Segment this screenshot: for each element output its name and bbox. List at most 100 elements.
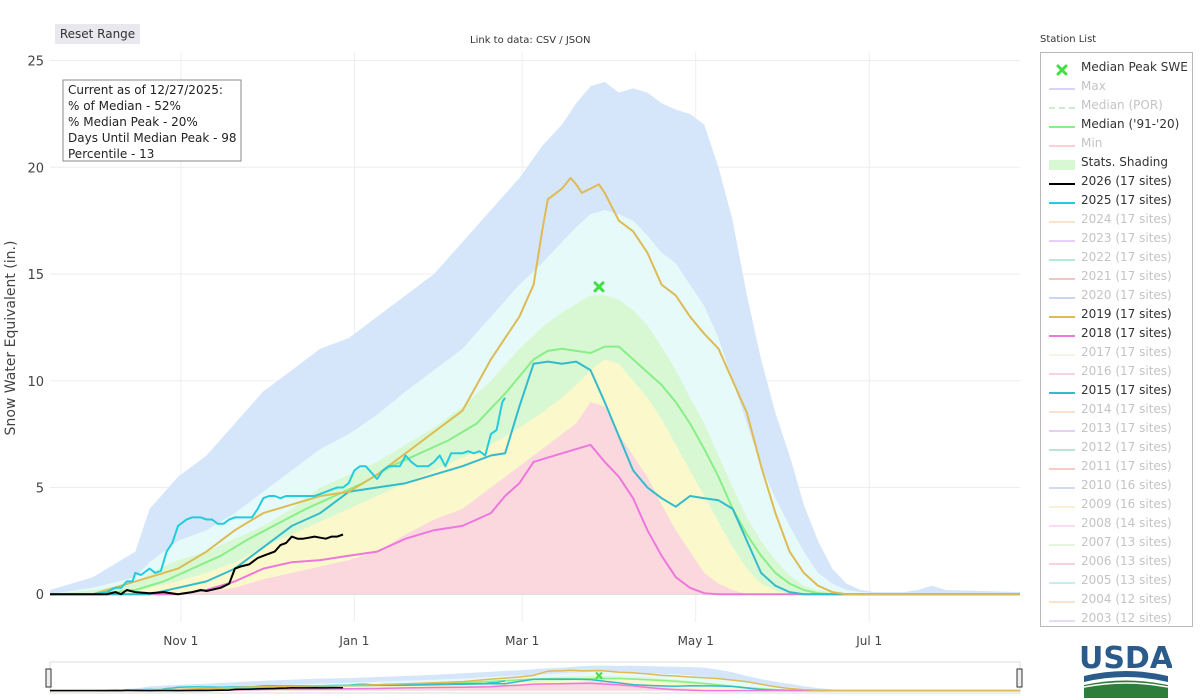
legend-item[interactable]: 2007 (13 sites) — [1049, 532, 1189, 551]
legend-item[interactable]: 2014 (17 sites) — [1049, 399, 1189, 418]
line-swatch-icon — [1049, 479, 1075, 491]
legend-item[interactable]: Median (POR) — [1049, 95, 1189, 114]
line-swatch-icon — [1049, 251, 1075, 263]
legend-label: 2011 (17 sites) — [1081, 458, 1172, 473]
line-swatch-icon — [1049, 118, 1075, 130]
legend-label: 2003 (12 sites) — [1081, 610, 1172, 625]
legend-item[interactable]: 2008 (14 sites) — [1049, 513, 1189, 532]
series-line-2025[interactable] — [50, 397, 506, 596]
legend-label: 2012 (17 sites) — [1081, 439, 1172, 454]
x-tick-label: May 1 — [678, 634, 714, 648]
legend-label: 2010 (16 sites) — [1081, 477, 1172, 492]
x-tick-label: Nov 1 — [163, 634, 198, 648]
legend-item[interactable]: Max — [1049, 76, 1189, 95]
line-swatch-icon — [1049, 194, 1075, 206]
line-swatch-icon — [1049, 612, 1075, 624]
legend-label: 2008 (14 sites) — [1081, 515, 1172, 530]
legend-label: Stats. Shading — [1081, 154, 1169, 169]
legend-label: 2021 (17 sites) — [1081, 268, 1172, 283]
legend-item[interactable]: Median ('91-'20) — [1049, 114, 1189, 133]
x-marker-icon — [1049, 61, 1075, 75]
stats-line: % Median Peak - 20% — [68, 115, 198, 129]
legend-label: 2025 (17 sites) — [1081, 192, 1172, 207]
series-line-2026[interactable] — [50, 533, 344, 596]
legend-label: 2009 (16 sites) — [1081, 496, 1172, 511]
legend-item[interactable]: Stats. Shading — [1049, 152, 1189, 171]
legend-item[interactable]: 2011 (17 sites) — [1049, 456, 1189, 475]
legend: Median Peak SWE Max Median (POR) Median ('9… — [1040, 52, 1193, 627]
y-tick-label: 15 — [27, 268, 44, 283]
series-line-2015[interactable] — [50, 360, 1020, 596]
reset-range-button[interactable]: Reset Range — [55, 24, 140, 44]
line-swatch-icon — [1049, 213, 1075, 225]
legend-item[interactable]: 2022 (17 sites) — [1049, 247, 1189, 266]
line-swatch-icon — [1049, 308, 1075, 320]
legend-label: 2007 (13 sites) — [1081, 534, 1172, 549]
csv-link[interactable]: CSV — [535, 35, 557, 46]
stats-line: Current as of 12/27/2025: — [68, 83, 223, 97]
legend-item[interactable]: 2003 (12 sites) — [1049, 608, 1189, 627]
line-swatch-icon — [1049, 422, 1075, 434]
stats-box: Current as of 12/27/2025: % of Median - … — [62, 79, 242, 162]
swe-chart[interactable]: 0 5 10 15 20 25 Nov 1 Jan 1 Mar 1 May 1 Jul 1 Snow… — [0, 0, 1030, 700]
legend-item[interactable]: 2019 (17 sites) — [1049, 304, 1189, 323]
legend-item[interactable]: 2021 (17 sites) — [1049, 266, 1189, 285]
line-swatch-icon — [1049, 289, 1075, 301]
legend-item[interactable]: 2009 (16 sites) — [1049, 494, 1189, 513]
legend-label: 2005 (13 sites) — [1081, 572, 1172, 587]
data-link: Link to data: CSV / JSON — [470, 35, 591, 46]
line-swatch-icon — [1049, 384, 1075, 396]
legend-item[interactable]: 2017 (17 sites) — [1049, 342, 1189, 361]
legend-label: 2014 (17 sites) — [1081, 401, 1172, 416]
line-swatch-icon — [1049, 346, 1075, 358]
y-tick-label: 0 — [36, 588, 44, 603]
legend-item[interactable]: 2015 (17 sites) — [1049, 380, 1189, 399]
line-swatch-icon — [1049, 441, 1075, 453]
legend-item[interactable]: 2026 (17 sites) — [1049, 171, 1189, 190]
range-handle-right[interactable] — [1016, 668, 1023, 688]
range-handle-left[interactable] — [45, 668, 52, 688]
median-peak-marker[interactable] — [593, 281, 605, 293]
legend-item[interactable]: 2024 (17 sites) — [1049, 209, 1189, 228]
y-tick-label: 20 — [27, 161, 44, 176]
legend-item[interactable]: 2020 (17 sites) — [1049, 285, 1189, 304]
legend-item[interactable]: 2012 (17 sites) — [1049, 437, 1189, 456]
legend-label: 2004 (12 sites) — [1081, 591, 1172, 606]
mini-peak-marker — [595, 671, 603, 680]
line-swatch-icon — [1049, 232, 1075, 244]
legend-label: 2020 (17 sites) — [1081, 287, 1172, 302]
legend-item[interactable]: 2023 (17 sites) — [1049, 228, 1189, 247]
legend-item[interactable]: 2006 (13 sites) — [1049, 551, 1189, 570]
legend-item[interactable]: 2005 (13 sites) — [1049, 570, 1189, 589]
legend-label: 2017 (17 sites) — [1081, 344, 1172, 359]
legend-title: Station List — [1040, 34, 1097, 45]
line-swatch-icon — [1049, 574, 1075, 586]
legend-label: 2006 (13 sites) — [1081, 553, 1172, 568]
json-link[interactable]: JSON — [565, 35, 591, 46]
mini-band — [50, 681, 1020, 691]
band-pink — [50, 402, 1020, 595]
range-slider[interactable] — [45, 661, 1023, 694]
series-line-2018[interactable] — [50, 443, 1020, 596]
x-tick-label: Mar 1 — [505, 634, 539, 648]
y-axis-label: Snow Water Equivalent (in.) — [3, 241, 19, 436]
y-tick-label: 5 — [36, 482, 44, 497]
plot-area[interactable]: 0 5 10 15 20 25 Nov 1 Jan 1 Mar 1 May 1 Jul 1 — [27, 52, 1020, 648]
legend-item[interactable]: Median Peak SWE — [1049, 57, 1189, 76]
stats-line: Days Until Median Peak - 98 — [68, 131, 237, 145]
series-line-2019[interactable] — [50, 177, 1020, 596]
legend-label: Median ('91-'20) — [1081, 116, 1180, 131]
legend-item[interactable]: 2016 (17 sites) — [1049, 361, 1189, 380]
legend-item[interactable]: Min — [1049, 133, 1189, 152]
line-swatch-icon — [1049, 555, 1075, 567]
legend-item[interactable]: 2018 (17 sites) — [1049, 323, 1189, 342]
series-line-median-91-20-[interactable] — [50, 345, 1020, 596]
usda-logo: USDA — [1080, 641, 1172, 698]
legend-item[interactable]: 2025 (17 sites) — [1049, 190, 1189, 209]
legend-item[interactable]: 2004 (12 sites) — [1049, 589, 1189, 608]
legend-label: 2024 (17 sites) — [1081, 211, 1172, 226]
legend-label: 2023 (17 sites) — [1081, 230, 1172, 245]
legend-item[interactable]: 2013 (17 sites) — [1049, 418, 1189, 437]
legend-item[interactable]: 2010 (16 sites) — [1049, 475, 1189, 494]
usda-logo-text: USDA — [1080, 641, 1172, 676]
